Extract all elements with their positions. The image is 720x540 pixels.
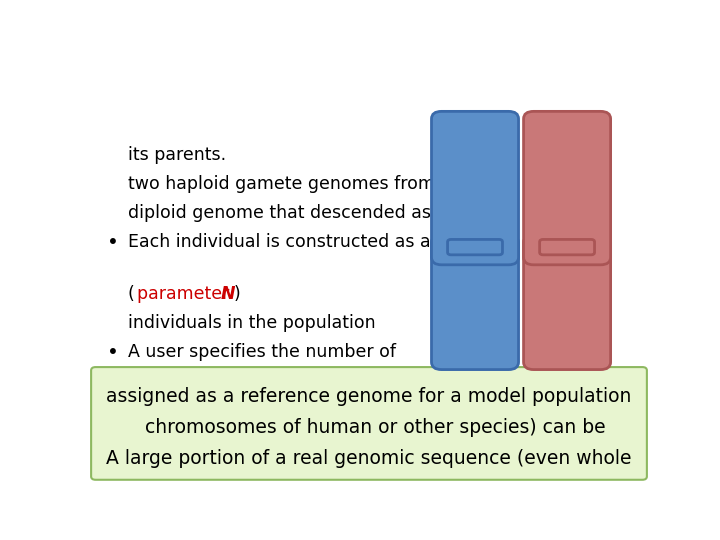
Text: chromosomes of human or other species) can be: chromosomes of human or other species) c…	[132, 418, 606, 437]
Text: •: •	[107, 343, 119, 362]
Text: parameter: parameter	[138, 285, 235, 303]
Text: diploid genome that descended as: diploid genome that descended as	[128, 204, 431, 222]
Text: (: (	[128, 285, 135, 303]
Text: •: •	[107, 233, 119, 252]
FancyBboxPatch shape	[431, 111, 518, 265]
FancyBboxPatch shape	[448, 239, 503, 255]
Text: A large portion of a real genomic sequence (even whole: A large portion of a real genomic sequen…	[107, 449, 631, 469]
Text: Each individual is constructed as a: Each individual is constructed as a	[128, 233, 431, 251]
FancyBboxPatch shape	[523, 111, 611, 265]
Text: two haploid gamete genomes from: two haploid gamete genomes from	[128, 175, 435, 193]
Text: individuals in the population: individuals in the population	[128, 314, 376, 332]
Bar	[444, 239, 507, 253]
Text: assigned as a reference genome for a model population: assigned as a reference genome for a mod…	[107, 387, 631, 406]
Bar	[535, 239, 599, 253]
Text: its parents.: its parents.	[128, 146, 226, 164]
FancyBboxPatch shape	[431, 235, 518, 369]
FancyBboxPatch shape	[523, 235, 611, 369]
Text: ): )	[234, 285, 240, 303]
FancyBboxPatch shape	[539, 239, 595, 255]
Text: A user specifies the number of: A user specifies the number of	[128, 343, 396, 361]
Text: N: N	[221, 285, 235, 303]
FancyBboxPatch shape	[91, 367, 647, 480]
